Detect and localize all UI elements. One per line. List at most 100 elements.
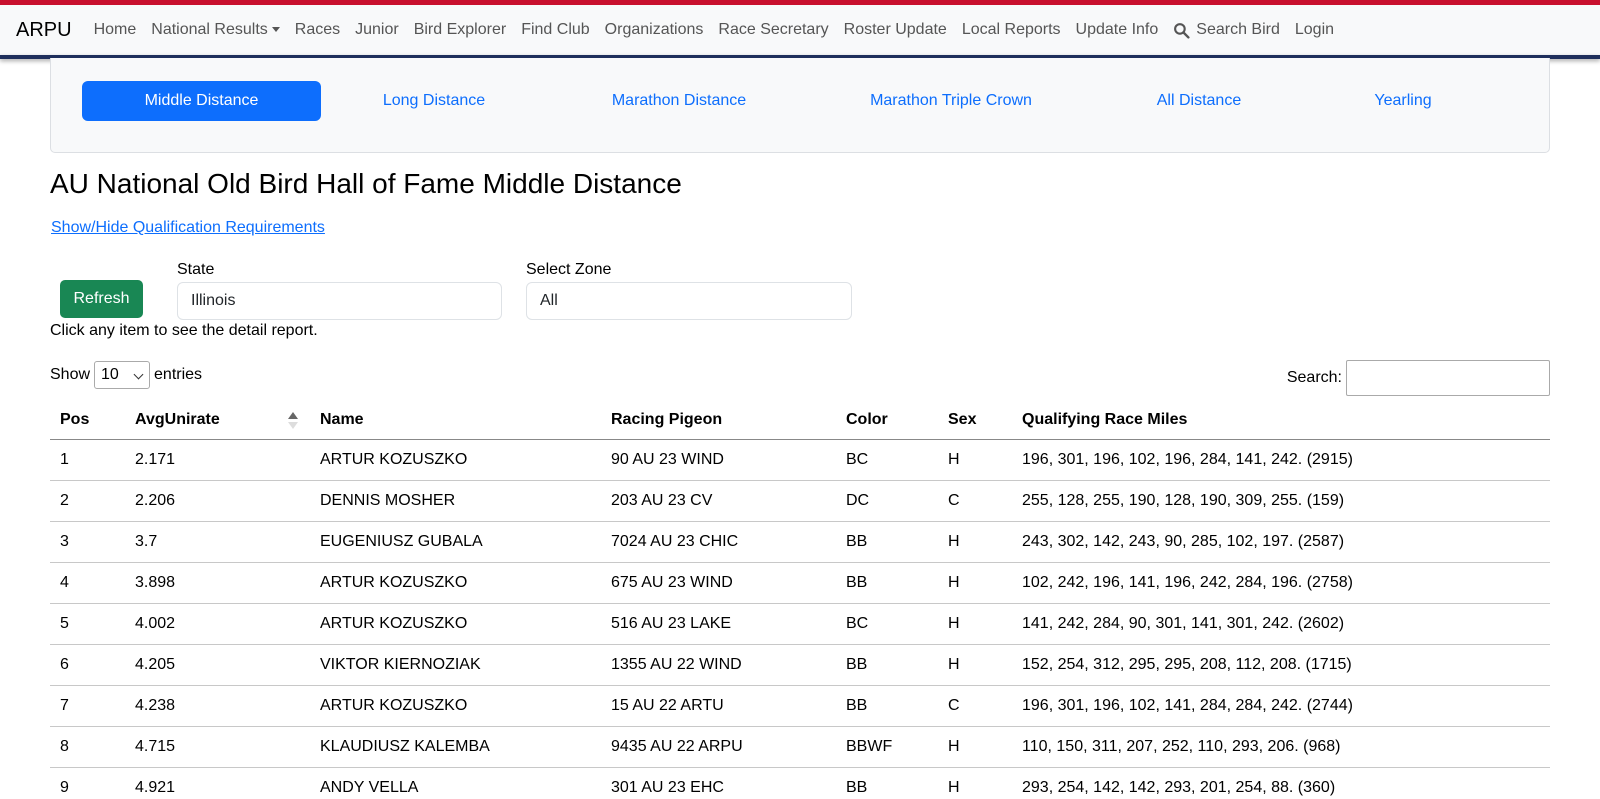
cell-racing-pigeon: 203 AU 23 CV: [611, 492, 713, 509]
cell-avgunirate: 4.238: [135, 697, 176, 714]
cell-sex: H: [948, 533, 960, 550]
state-select[interactable]: Illinois: [177, 282, 502, 320]
zone-select[interactable]: All: [526, 282, 852, 320]
entries-select[interactable]: 10: [94, 361, 151, 389]
cell-racing-pigeon: 9435 AU 22 ARPU: [611, 738, 743, 755]
cell-racing-pigeon: 1355 AU 22 WIND: [611, 656, 742, 673]
cell-pos: 6: [60, 656, 69, 673]
nav-roster-update[interactable]: Roster Update: [843, 21, 947, 38]
cell-qualifying-race-miles: 255, 128, 255, 190, 128, 190, 309, 255. …: [1022, 492, 1345, 509]
nav-find-club[interactable]: Find Club: [521, 21, 590, 38]
cell-name: KLAUDIUSZ KALEMBA: [320, 738, 490, 755]
nav-home[interactable]: Home: [93, 21, 137, 38]
cell-avgunirate: 3.7: [135, 533, 158, 550]
nav-links: Home National Results Races Junior Bird …: [94, 21, 1349, 39]
table-row[interactable]: 7 4.238 ARTUR KOZUSZKO 15 AU 22 ARTU BB C 196,…: [50, 686, 1550, 727]
nav-update-info[interactable]: Update Info: [1075, 21, 1159, 38]
cell-color: BC: [846, 451, 869, 468]
cell-color: BB: [846, 697, 868, 714]
cell-avgunirate: 4.921: [135, 779, 176, 796]
cell-name: ARTUR KOZUSZKO: [320, 697, 468, 714]
nav-search-bird[interactable]: Search Bird: [1173, 21, 1280, 39]
tab-all-distance[interactable]: All Distance: [1156, 92, 1242, 109]
cell-racing-pigeon: 90 AU 23 WIND: [611, 451, 724, 468]
toggle-qualification-link[interactable]: Show/Hide Qualification Requirements: [51, 219, 325, 236]
cell-qualifying-race-miles: 102, 242, 196, 141, 196, 242, 284, 196. …: [1022, 574, 1353, 591]
column-header-sex[interactable]: Sex: [948, 410, 977, 428]
column-header-color[interactable]: Color: [846, 410, 888, 428]
show-label: Show: [50, 366, 91, 383]
cell-pos: 8: [60, 738, 69, 755]
cell-qualifying-race-miles: 243, 302, 142, 243, 90, 285, 102, 197. (…: [1022, 533, 1345, 550]
table-search-label: Search:: [1286, 369, 1342, 386]
cell-sex: H: [948, 615, 960, 632]
cell-name: ARTUR KOZUSZKO: [320, 615, 468, 632]
chevron-down-icon: [133, 369, 144, 380]
cell-pos: 2: [60, 492, 69, 509]
tab-middle-distance[interactable]: Middle Distance: [82, 81, 321, 121]
cell-qualifying-race-miles: 293, 254, 142, 142, 293, 201, 254, 88. (…: [1022, 779, 1336, 796]
top-navbar: ARPU Home National Results Races Junior …: [0, 5, 1600, 55]
cell-sex: H: [948, 451, 960, 468]
table-row[interactable]: 9 4.921 ANDY VELLA 301 AU 23 EHC BB H 293, 254…: [50, 768, 1550, 799]
cell-qualifying-race-miles: 110, 150, 311, 207, 252, 110, 293, 206. …: [1022, 738, 1341, 755]
tab-marathon-triple-crown[interactable]: Marathon Triple Crown: [870, 92, 1032, 109]
nav-races[interactable]: Races: [294, 21, 341, 38]
table-body: 1 2.171 ARTUR KOZUSZKO 90 AU 23 WIND BC H 196,…: [50, 440, 1550, 799]
nav-local-reports[interactable]: Local Reports: [961, 21, 1061, 38]
cell-avgunirate: 3.898: [135, 574, 176, 591]
cell-pos: 4: [60, 574, 69, 591]
table-row[interactable]: 8 4.715 KLAUDIUSZ KALEMBA 9435 AU 22 ARPU BB…: [50, 727, 1550, 768]
column-header-pos[interactable]: Pos: [60, 410, 90, 428]
brand-logo[interactable]: ARPU: [16, 18, 72, 41]
column-header-name[interactable]: Name: [320, 410, 364, 428]
table-row[interactable]: 2 2.206 DENNIS MOSHER 203 AU 23 CV DC C 255, 1…: [50, 481, 1550, 522]
cell-name: VIKTOR KIERNOZIAK: [320, 656, 481, 673]
detail-hint: Click any item to see the detail report.: [50, 322, 318, 339]
cell-sex: H: [948, 738, 960, 755]
cell-qualifying-race-miles: 141, 242, 284, 90, 301, 141, 301, 242. (…: [1022, 615, 1345, 632]
distance-tabs: Middle Distance Long Distance Marathon D…: [50, 58, 1550, 153]
sort-ascending-icon: [288, 412, 298, 429]
table-row[interactable]: 5 4.002 ARTUR KOZUSZKO 516 AU 23 LAKE BC H 141…: [50, 604, 1550, 645]
table-row[interactable]: 3 3.7 EUGENIUSZ GUBALA 7024 AU 23 CHIC BB H 24…: [50, 522, 1550, 563]
table-row[interactable]: 4 3.898 ARTUR KOZUSZKO 675 AU 23 WIND BB H 102…: [50, 563, 1550, 604]
cell-qualifying-race-miles: 196, 301, 196, 102, 196, 284, 141, 242. …: [1022, 451, 1353, 468]
cell-color: BB: [846, 574, 868, 591]
column-header-avgunirate[interactable]: AvgUnirate: [125, 400, 310, 439]
cell-name: EUGENIUSZ GUBALA: [320, 533, 483, 550]
cell-avgunirate: 4.715: [135, 738, 176, 755]
column-header-qualifying-race-miles[interactable]: Qualifying Race Miles: [1022, 410, 1188, 428]
tab-marathon-distance[interactable]: Marathon Distance: [611, 92, 747, 109]
cell-qualifying-race-miles: 196, 301, 196, 102, 141, 284, 284, 242. …: [1022, 697, 1353, 714]
table-row[interactable]: 1 2.171 ARTUR KOZUSZKO 90 AU 23 WIND BC H 196,…: [50, 440, 1550, 481]
nav-junior[interactable]: Junior: [355, 21, 399, 38]
table-search-input[interactable]: [1346, 360, 1550, 396]
zone-label: Select Zone: [526, 261, 612, 278]
hall-of-fame-table: Pos AvgUnirate Name Racing Pigeon Color …: [50, 400, 1550, 799]
state-label: State: [177, 261, 215, 278]
table-header: Pos AvgUnirate Name Racing Pigeon Color …: [50, 400, 1550, 440]
refresh-button[interactable]: Refresh: [60, 280, 143, 318]
cell-sex: C: [948, 697, 960, 714]
nav-bird-explorer[interactable]: Bird Explorer: [413, 21, 507, 38]
nav-national-results-label: National Results: [151, 21, 268, 38]
cell-pos: 1: [60, 451, 69, 468]
nav-national-results-dropdown[interactable]: National Results: [151, 21, 280, 39]
cell-name: ARTUR KOZUSZKO: [320, 574, 468, 591]
table-row[interactable]: 6 4.205 VIKTOR KIERNOZIAK 1355 AU 22 WIND BB…: [50, 645, 1550, 686]
cell-color: BB: [846, 656, 868, 673]
cell-sex: H: [948, 574, 960, 591]
entries-label: entries: [154, 366, 203, 383]
page-title: AU National Old Bird Hall of Fame Middle…: [50, 168, 682, 199]
tab-yearling[interactable]: Yearling: [1374, 92, 1432, 109]
cell-pos: 9: [60, 779, 69, 796]
tab-long-distance[interactable]: Long Distance: [382, 92, 486, 109]
nav-login[interactable]: Login: [1294, 21, 1335, 38]
cell-avgunirate: 2.171: [135, 451, 176, 468]
column-header-avgunirate-label: AvgUnirate: [135, 410, 220, 428]
column-header-racing-pigeon[interactable]: Racing Pigeon: [611, 410, 723, 428]
table-search: Search:: [1287, 360, 1550, 396]
nav-race-secretary[interactable]: Race Secretary: [718, 21, 829, 38]
nav-organizations[interactable]: Organizations: [604, 21, 704, 38]
